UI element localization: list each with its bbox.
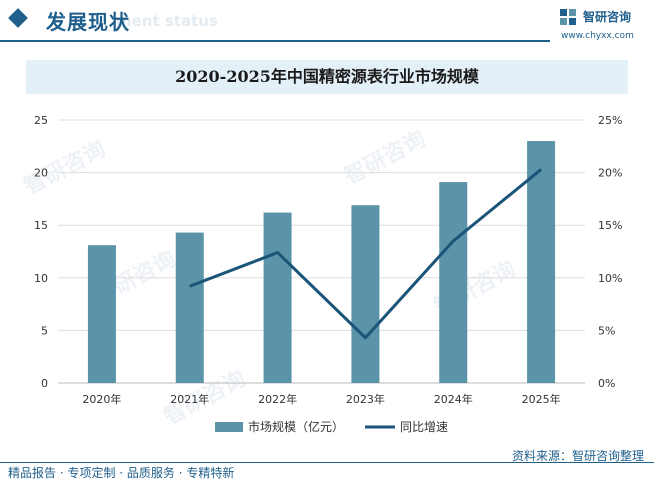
x-tick-label: 2024年	[434, 392, 473, 406]
y-left-tick-label: 25	[34, 114, 48, 127]
section-title: 发展现状	[46, 10, 130, 34]
bar	[87, 245, 116, 383]
y-left-tick-label: 15	[34, 219, 48, 232]
bar	[527, 141, 556, 383]
bar	[175, 232, 204, 383]
line-series-growth	[189, 168, 543, 340]
y-right-tick-label: 10%	[598, 272, 622, 285]
title-band	[26, 60, 628, 94]
y-right-tick-label: 20%	[598, 167, 622, 180]
x-tick-label: 2020年	[82, 392, 121, 406]
bar	[351, 205, 380, 383]
y-left-tick-label: 0	[41, 377, 48, 390]
footer-divider	[0, 462, 654, 463]
x-tick-label: 2025年	[522, 392, 561, 406]
header-divider	[0, 40, 550, 42]
y-left-tick-label: 20	[34, 167, 48, 180]
legend-label-line: 同比增速	[400, 420, 448, 434]
chart-title: 2020-2025年中国精密源表行业市场规模	[175, 67, 479, 86]
footer-services: 精品报告 · 专项定制 · 品质服务 · 专精特新	[8, 466, 235, 480]
y-right-tick-label: 15%	[598, 219, 622, 232]
section-subtitle: ment status	[116, 12, 218, 30]
brand-name: 智研咨询	[583, 10, 632, 24]
bar	[439, 182, 468, 383]
x-tick-label: 2022年	[258, 392, 297, 406]
x-tick-label: 2023年	[346, 392, 385, 406]
y-right-tick-label: 5%	[598, 324, 615, 337]
brand-url: www.chyxx.com	[561, 31, 634, 41]
source-note: 资料来源：智研咨询整理	[511, 449, 644, 463]
x-tick-label: 2021年	[170, 392, 209, 406]
y-right-tick-label: 0%	[598, 377, 615, 390]
legend-swatch-bar	[215, 422, 243, 432]
y-left-tick-label: 5	[41, 324, 48, 337]
bar	[263, 212, 292, 383]
y-left-tick-label: 10	[34, 272, 48, 285]
brand-logo-icon	[560, 9, 576, 25]
legend-label-bar: 市场规模（亿元）	[248, 419, 344, 434]
header: ment status 发展现状 智研咨询 www.chyxx.com	[0, 0, 654, 44]
y-right-tick-label: 25%	[598, 114, 622, 127]
